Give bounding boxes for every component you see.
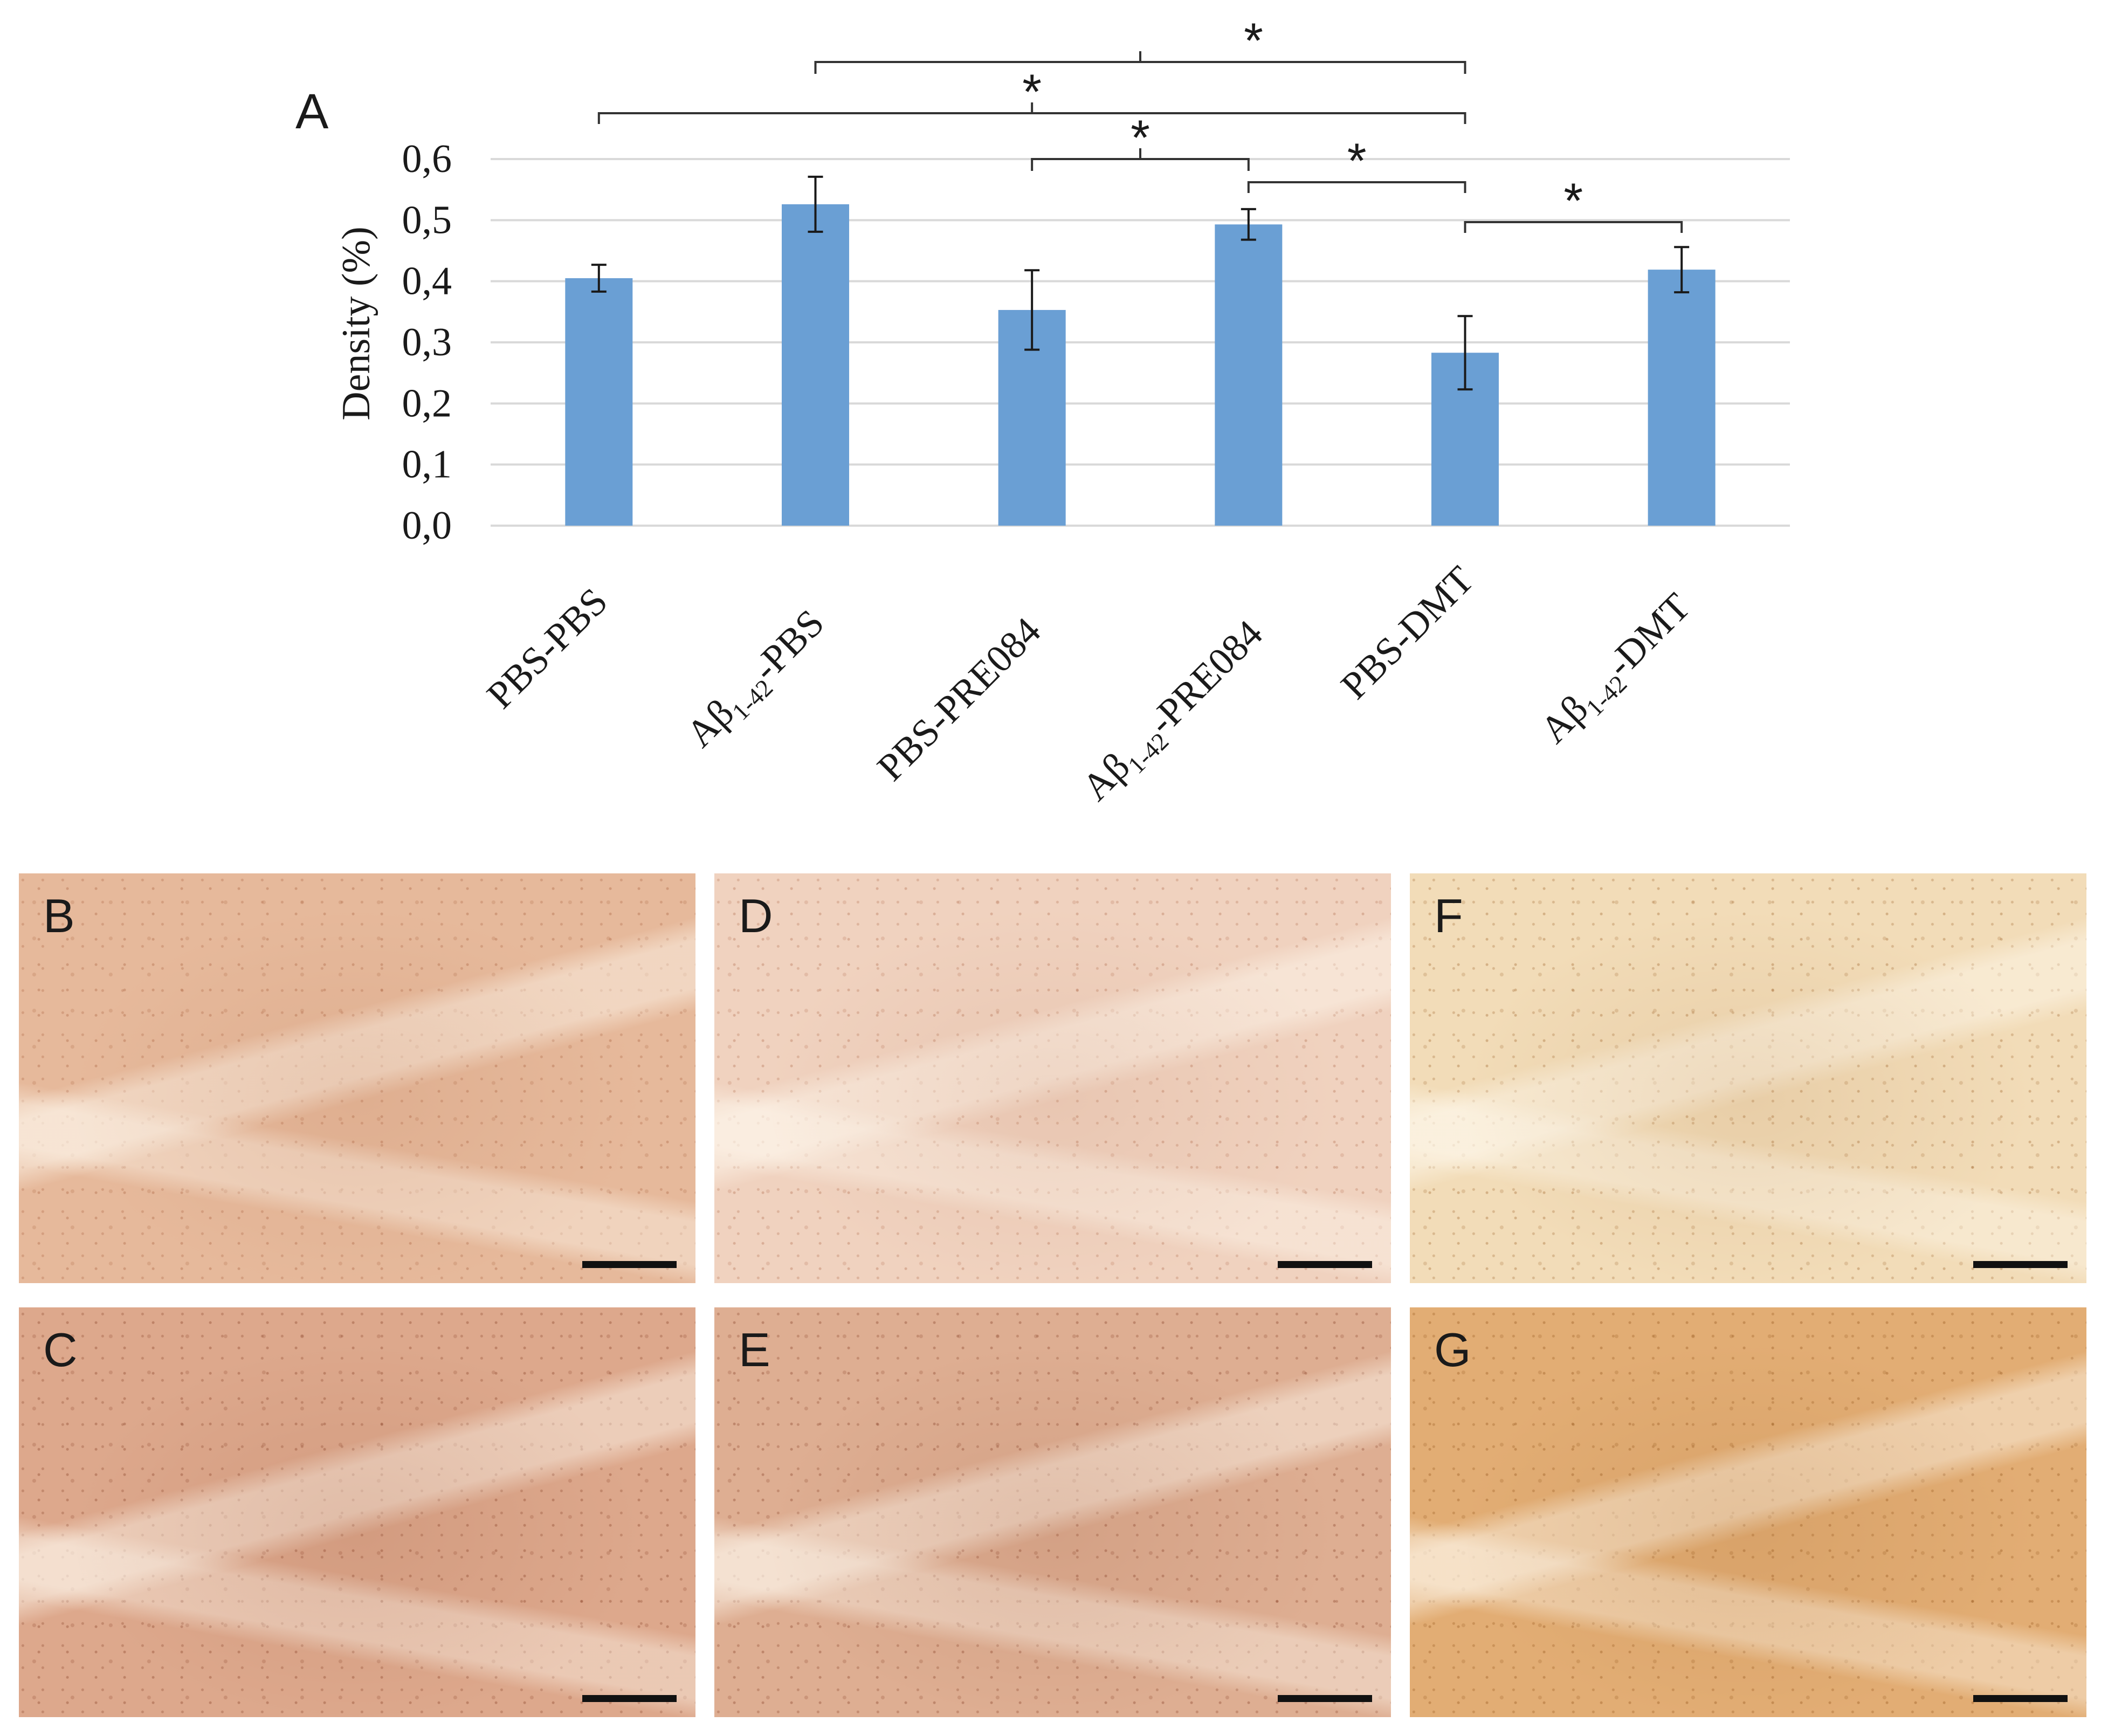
panel-label: E: [739, 1323, 770, 1376]
x-tick-label-text: PBS-DMT: [1333, 558, 1482, 707]
bar: [782, 204, 849, 526]
scale-bar: [1278, 1695, 1372, 1702]
scale-bar: [1278, 1261, 1372, 1268]
y-tick-label: 0,4: [402, 259, 452, 304]
significance-star: *: [1347, 134, 1367, 189]
granule-cell-layer: [19, 1307, 695, 1717]
micrograph-panel: G: [1410, 1307, 2086, 1717]
micrograph-panel: E: [714, 1307, 1391, 1717]
bar: [1215, 224, 1283, 526]
tissue-texture: [714, 873, 1391, 1283]
granule-cell-layer: [714, 873, 1391, 1283]
molecular-layer-shading: [19, 1307, 695, 1717]
tissue-texture: [19, 873, 695, 1283]
molecular-layer-shading: [19, 873, 695, 1283]
significance-star: *: [1244, 13, 1263, 68]
scale-bar: [1973, 1695, 2068, 1702]
x-tick-label: PBS-PBS: [478, 580, 616, 717]
x-tick-label: Aβ1-42-PRE084: [1074, 612, 1275, 813]
x-tick-label: PBS-PRE084: [869, 609, 1049, 789]
y-tick-label: 0,5: [402, 198, 452, 242]
molecular-layer-shading: [1410, 1307, 2086, 1717]
scale-bar: [582, 1261, 677, 1268]
molecular-layer-shading: [714, 873, 1391, 1283]
tissue-texture: [1410, 1307, 2086, 1717]
x-tick-label: Aβ1-42-DMT: [1532, 585, 1703, 755]
significance-star: *: [1563, 174, 1583, 229]
bars: [565, 204, 1716, 526]
micrograph-panel: C: [19, 1307, 695, 1717]
molecular-layer-shading: [1410, 873, 2086, 1283]
y-tick-labels: 0,0 0,1 0,2 0,3 0,4 0,5 0,6: [402, 137, 452, 548]
panel-label-a: A: [295, 84, 329, 139]
error-bars: [591, 175, 1690, 391]
micrograph-panel: D: [714, 873, 1391, 1283]
panel-label: C: [43, 1323, 78, 1376]
bar: [1648, 270, 1716, 526]
significance-star: *: [1131, 111, 1150, 166]
molecular-layer-shading: [714, 1307, 1391, 1717]
x-tick-label: Aβ1-42-PBS: [678, 601, 836, 759]
significance-bracket: [814, 61, 1466, 74]
bar-chart: * * * * * 0,0 0,1 0,2 0,3 0,4 0,5 0,6 PBS-PBS Aβ1-4…: [295, 13, 1790, 813]
y-axis-label: Density (%): [334, 226, 378, 421]
micrograph-panel: F: [1410, 873, 2086, 1283]
panel-label: G: [1434, 1323, 1471, 1376]
x-tick-label-text: PBS-PBS: [478, 580, 616, 717]
panel-label: B: [43, 889, 75, 942]
tissue-texture: [19, 1307, 695, 1717]
panel-label: D: [739, 889, 773, 942]
tissue-texture: [1410, 873, 2086, 1283]
y-tick-label: 0,0: [402, 504, 452, 548]
y-tick-label: 0,2: [402, 381, 452, 425]
x-tick-label-text: PBS-PRE084: [869, 609, 1049, 789]
panel-label: F: [1434, 889, 1463, 942]
granule-cell-layer: [1410, 873, 2086, 1283]
significance-bracket: [1247, 181, 1466, 193]
granule-cell-layer: [714, 1307, 1391, 1717]
significance-bracket: [1464, 221, 1683, 233]
bar: [565, 278, 633, 526]
granule-cell-layer: [1410, 1307, 2086, 1717]
scale-bar: [582, 1695, 677, 1702]
y-tick-label: 0,3: [402, 320, 452, 364]
y-tick-label: 0,6: [402, 137, 452, 181]
tissue-texture: [714, 1307, 1391, 1717]
granule-cell-layer: [19, 873, 695, 1283]
significance-star: *: [1022, 65, 1042, 120]
x-tick-label-suffix: -PRE084: [1140, 612, 1271, 743]
gridlines: [491, 158, 1790, 527]
scale-bar: [1973, 1261, 2068, 1268]
micrograph-panel: B: [19, 873, 695, 1283]
y-tick-label: 0,1: [402, 443, 452, 487]
x-tick-labels: PBS-PBS Aβ1-42-PBS PBS-PRE084 Aβ1-42-PRE084…: [478, 558, 1703, 813]
x-tick-label: PBS-DMT: [1333, 558, 1482, 707]
x-tick-label-suffix: -DMT: [1598, 585, 1699, 686]
significance-brackets: * * * * *: [597, 13, 1683, 233]
